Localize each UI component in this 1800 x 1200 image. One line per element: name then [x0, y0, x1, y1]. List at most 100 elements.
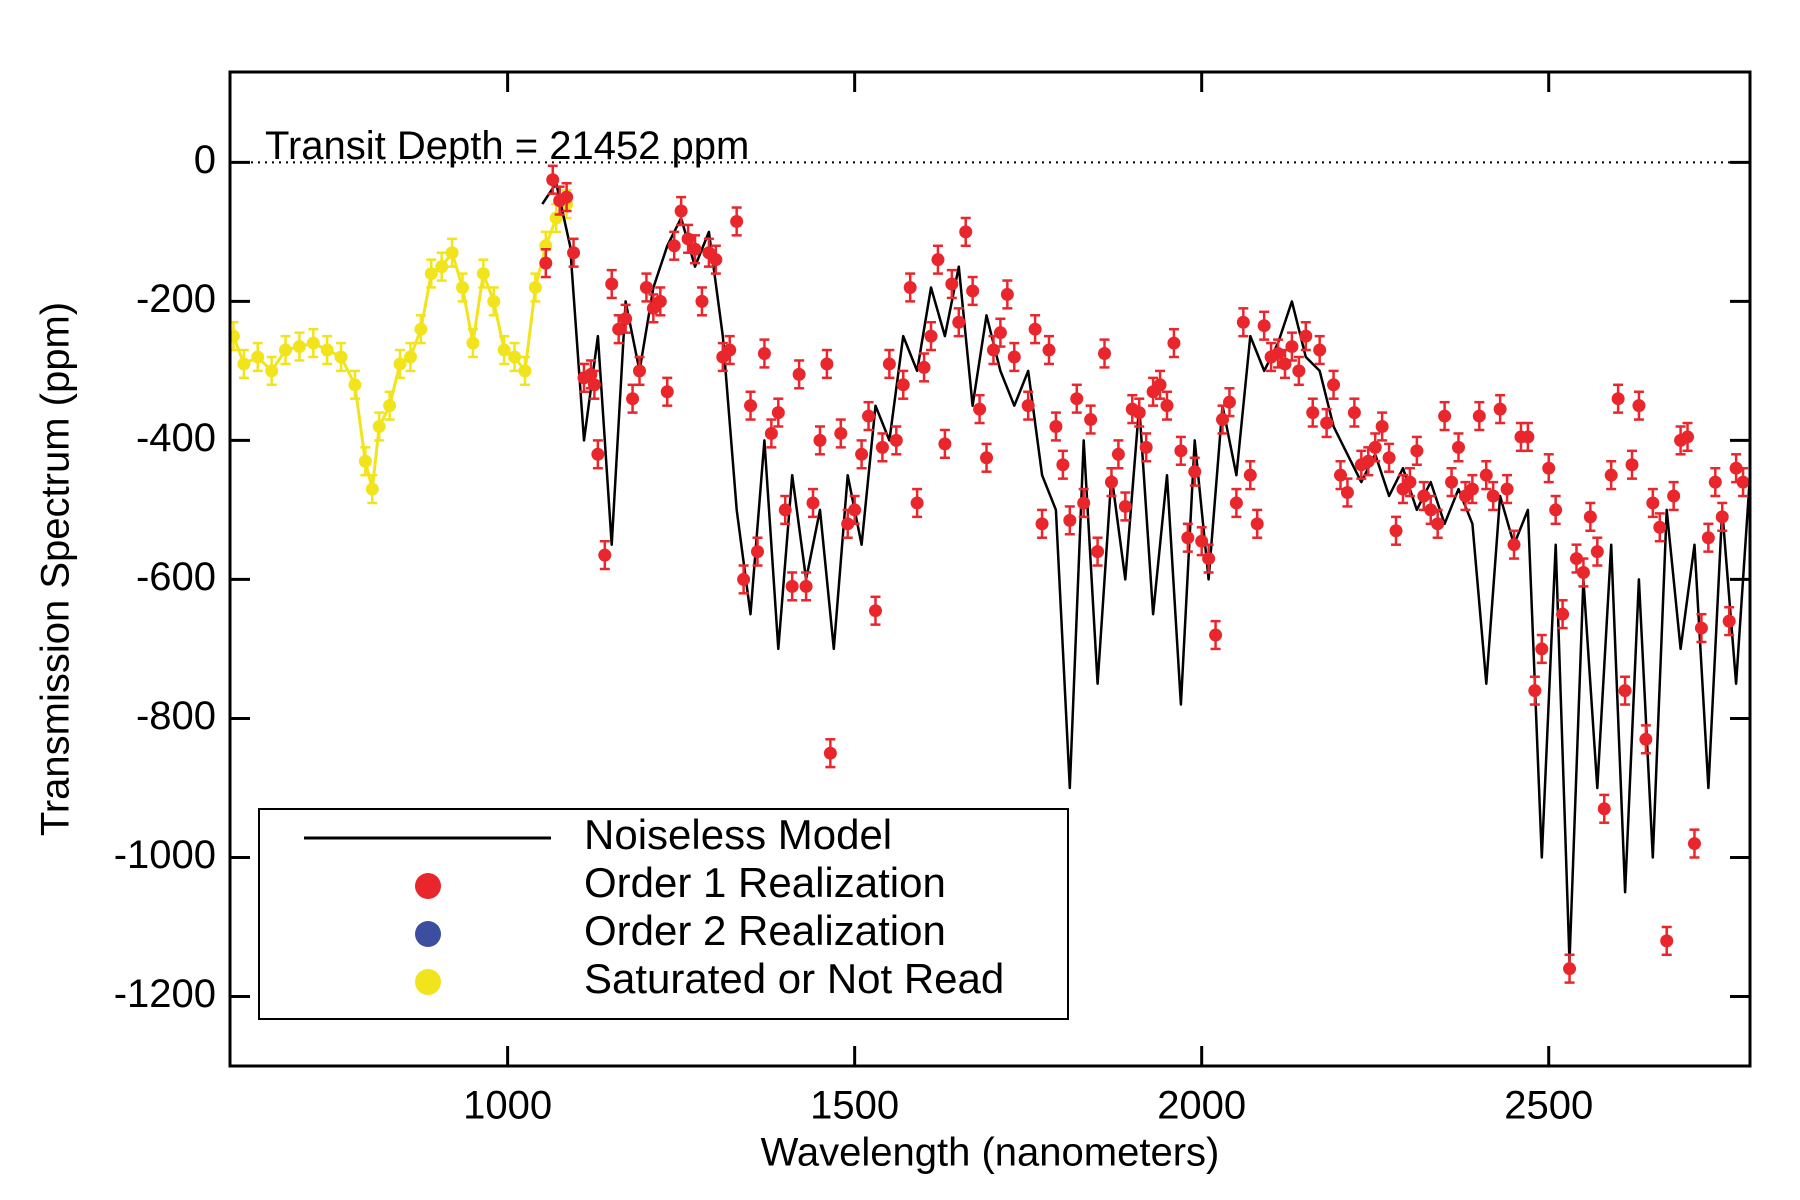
data-point — [744, 399, 758, 413]
data-point — [476, 267, 490, 281]
data-point — [1417, 489, 1431, 503]
y-tick-label: -400 — [136, 416, 216, 460]
data-point — [1243, 468, 1257, 482]
data-point — [653, 294, 667, 308]
data-point — [626, 392, 640, 406]
data-point — [855, 447, 869, 461]
data-point — [1667, 489, 1681, 503]
data-point — [1569, 552, 1583, 566]
data-point — [1021, 399, 1035, 413]
data-point — [1472, 409, 1486, 423]
data-point — [393, 357, 407, 371]
data-point — [1188, 465, 1202, 479]
data-point — [445, 246, 459, 260]
data-point — [834, 426, 848, 440]
data-point — [688, 242, 702, 256]
data-point — [1646, 496, 1660, 510]
data-point — [1701, 531, 1715, 545]
data-point — [709, 253, 723, 267]
data-point — [1563, 962, 1577, 976]
y-tick-label: -800 — [136, 694, 216, 738]
data-point — [1132, 406, 1146, 420]
data-point — [372, 420, 386, 434]
data-point — [1382, 451, 1396, 465]
data-point — [435, 260, 449, 274]
data-point — [497, 343, 511, 357]
data-point — [1632, 399, 1646, 413]
legend-box — [258, 808, 1069, 1020]
data-point — [1528, 684, 1542, 698]
data-point — [1299, 329, 1313, 343]
data-point — [875, 440, 889, 454]
data-point — [619, 312, 633, 326]
data-point — [938, 437, 952, 451]
data-point — [778, 503, 792, 517]
data-point — [1340, 486, 1354, 500]
data-point — [348, 378, 362, 392]
data-point — [1292, 364, 1306, 378]
data-point — [1451, 440, 1465, 454]
data-point — [1327, 378, 1341, 392]
y-tick-label: -1000 — [114, 833, 216, 877]
data-point — [365, 482, 379, 496]
data-point — [587, 378, 601, 392]
data-point — [1576, 565, 1590, 579]
data-point — [292, 340, 306, 354]
y-tick-label: 0 — [194, 138, 216, 182]
data-point — [251, 350, 265, 364]
data-point — [1320, 416, 1334, 430]
data-point — [660, 385, 674, 399]
data-point — [1347, 406, 1361, 420]
data-point — [1687, 837, 1701, 851]
data-point — [639, 280, 653, 294]
data-point — [806, 496, 820, 510]
data-point — [1257, 319, 1271, 333]
data-point — [868, 604, 882, 618]
data-point — [237, 357, 251, 371]
data-point — [730, 214, 744, 228]
y-tick-label: -600 — [136, 555, 216, 599]
data-point — [1361, 454, 1375, 468]
data-point — [1493, 402, 1507, 416]
data-point — [931, 253, 945, 267]
data-point — [1285, 340, 1299, 354]
data-point — [1007, 350, 1021, 364]
data-point — [1722, 614, 1736, 628]
y-tick-label: -1200 — [114, 972, 216, 1016]
data-point — [1222, 395, 1236, 409]
data-point — [917, 360, 931, 374]
data-point — [1042, 343, 1056, 357]
data-point — [1202, 552, 1216, 566]
data-point — [1056, 458, 1070, 472]
data-point — [306, 336, 320, 350]
data-point — [823, 746, 837, 760]
y-axis-label: Transmission Spectrum (ppm) — [34, 302, 78, 836]
data-point — [667, 239, 681, 253]
data-point — [1209, 628, 1223, 642]
data-point — [896, 378, 910, 392]
legend-label: Order 2 Realization — [584, 907, 946, 954]
data-point — [771, 406, 785, 420]
data-point — [848, 503, 862, 517]
data-point — [1028, 322, 1042, 336]
data-point — [1479, 468, 1493, 482]
data-point — [279, 343, 293, 357]
data-point — [750, 545, 764, 559]
data-point — [1424, 503, 1438, 517]
data-point — [1313, 343, 1327, 357]
data-point — [1111, 447, 1125, 461]
data-point — [1590, 545, 1604, 559]
data-point — [508, 350, 522, 364]
data-point — [889, 433, 903, 447]
data-point — [820, 357, 834, 371]
data-point — [632, 364, 646, 378]
data-point — [456, 280, 470, 294]
data-point — [1118, 499, 1132, 513]
data-point — [723, 343, 737, 357]
legend-label: Saturated or Not Read — [584, 955, 1004, 1002]
data-point — [591, 447, 605, 461]
data-point — [1306, 406, 1320, 420]
data-point — [358, 454, 372, 468]
legend-swatch — [415, 873, 441, 899]
